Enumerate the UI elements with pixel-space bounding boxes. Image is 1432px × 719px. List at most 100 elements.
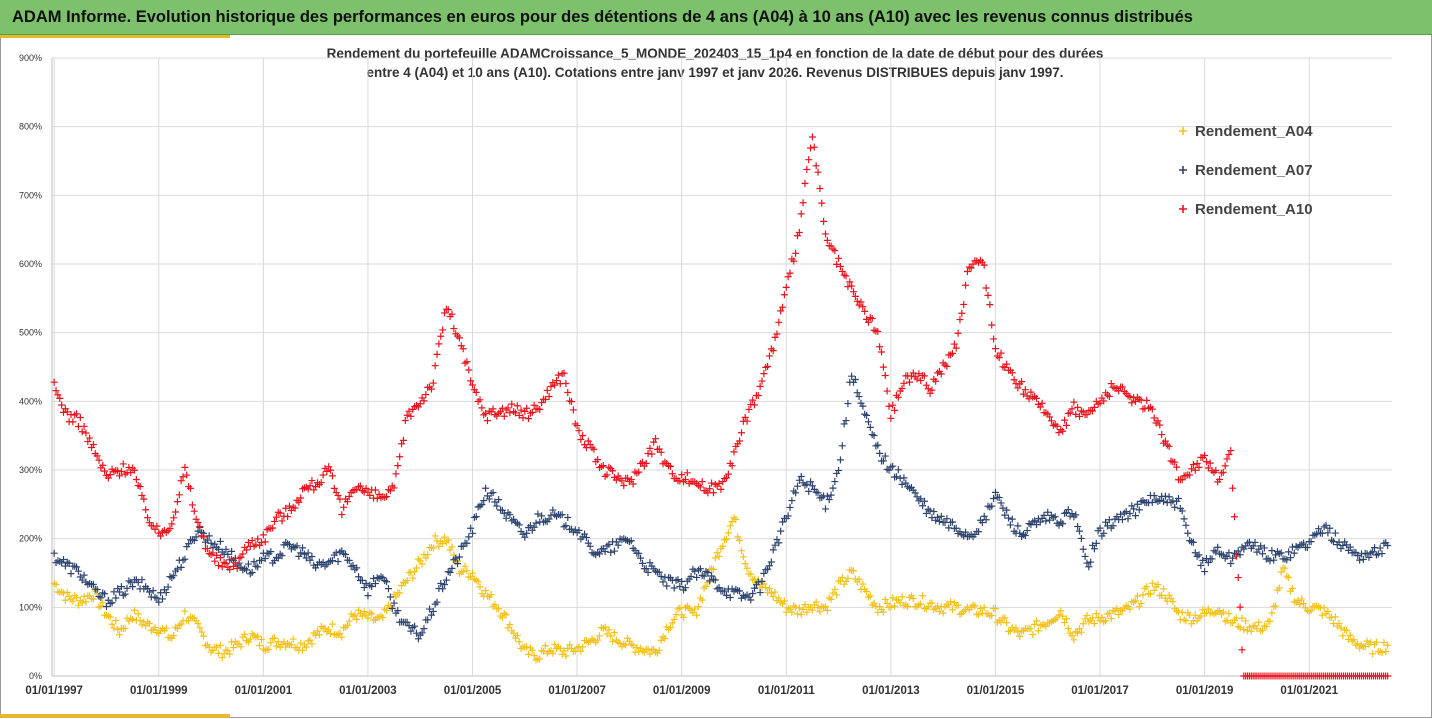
data-point <box>476 396 484 404</box>
data-point <box>573 422 581 430</box>
data-point <box>696 483 704 491</box>
data-point <box>1098 613 1106 621</box>
data-point <box>73 563 81 571</box>
data-point <box>424 551 432 559</box>
data-point <box>190 507 198 515</box>
data-point <box>1072 511 1080 519</box>
data-point <box>383 607 391 615</box>
data-point <box>1296 600 1304 608</box>
data-point <box>1384 672 1392 680</box>
data-point <box>1281 564 1289 572</box>
data-point <box>562 522 570 530</box>
data-point <box>1070 398 1078 406</box>
data-point <box>465 533 473 541</box>
data-point <box>295 498 303 506</box>
data-point <box>386 487 394 495</box>
data-point <box>1277 568 1285 576</box>
data-point <box>157 532 165 540</box>
data-point <box>1255 618 1263 626</box>
data-point <box>696 565 704 573</box>
data-point <box>769 546 777 554</box>
data-point <box>134 610 142 618</box>
data-point <box>1083 411 1091 419</box>
data-point <box>1092 610 1100 618</box>
data-point <box>465 366 473 374</box>
data-point <box>523 643 531 651</box>
data-point <box>1201 451 1209 459</box>
data-point <box>523 529 531 537</box>
data-point <box>958 309 966 317</box>
data-point <box>960 300 968 308</box>
data-point <box>810 143 818 151</box>
y-axis-ticks: 0% 100% 200% 300% 400% 500% 600% 700% 800% 900% <box>19 53 42 681</box>
data-point <box>717 485 725 493</box>
data-point <box>1033 617 1041 625</box>
data-point <box>1268 609 1276 617</box>
data-point <box>762 584 770 592</box>
data-point <box>497 408 505 416</box>
data-point <box>1160 497 1168 505</box>
data-point <box>708 479 716 487</box>
data-point <box>915 370 923 378</box>
data-point <box>117 467 125 475</box>
data-point <box>919 592 927 600</box>
data-point <box>812 598 820 606</box>
data-point <box>568 398 576 406</box>
data-point <box>1227 447 1235 455</box>
data-point <box>1107 614 1115 622</box>
data-point <box>1294 596 1302 604</box>
data-point <box>1033 394 1041 402</box>
data-point <box>108 599 116 607</box>
data-point <box>1100 397 1108 405</box>
data-point <box>756 589 764 597</box>
data-point <box>577 436 585 444</box>
data-point <box>1107 380 1115 388</box>
data-point <box>1042 622 1050 630</box>
y-tick-label: 900% <box>19 53 42 63</box>
data-point <box>368 610 376 618</box>
x-tick-label: 01/01/2009 <box>653 685 711 697</box>
data-point <box>633 644 641 652</box>
data-point <box>917 377 925 385</box>
data-point <box>741 413 749 421</box>
data-point <box>168 520 176 528</box>
data-point <box>1105 392 1113 400</box>
data-point <box>670 584 678 592</box>
data-point <box>879 363 887 371</box>
data-point <box>112 616 120 624</box>
data-point <box>823 606 831 614</box>
data-point <box>700 572 708 580</box>
data-point <box>988 321 996 329</box>
data-point <box>1090 403 1098 411</box>
data-point <box>132 476 140 484</box>
data-point <box>136 616 144 624</box>
data-point <box>797 611 805 619</box>
data-point <box>293 542 301 550</box>
data-point <box>866 592 874 600</box>
data-point <box>442 576 450 584</box>
data-point <box>536 655 544 663</box>
x-tick-label: 01/01/2019 <box>1176 685 1234 697</box>
data-point <box>799 605 807 613</box>
data-point <box>926 507 934 515</box>
data-point <box>177 563 185 571</box>
data-point <box>607 632 615 640</box>
accent-bar-bottom <box>0 714 230 718</box>
data-point <box>299 544 307 552</box>
data-point <box>549 506 557 514</box>
data-point <box>1223 617 1231 625</box>
data-point <box>1197 612 1205 620</box>
data-point <box>185 617 193 625</box>
data-point <box>851 375 859 383</box>
data-point <box>977 605 985 613</box>
data-point <box>444 536 452 544</box>
data-point <box>982 284 990 292</box>
data-point <box>325 626 333 634</box>
data-point <box>683 469 691 477</box>
data-point <box>474 578 482 586</box>
data-point <box>575 427 583 435</box>
data-point <box>749 396 757 404</box>
data-point <box>1169 598 1177 606</box>
data-point <box>1266 557 1274 565</box>
data-point <box>1008 369 1016 377</box>
